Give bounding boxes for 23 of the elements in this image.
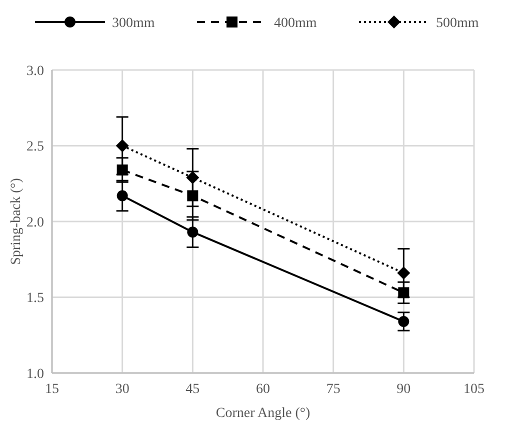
x-tick-label: 15 [45, 382, 59, 397]
x-tick-label: 75 [326, 382, 340, 397]
y-axis-title: Spring-back (°) [9, 178, 24, 265]
point [186, 171, 200, 184]
point [116, 139, 129, 152]
point [398, 316, 410, 327]
y-tick-label: 1.5 [26, 291, 44, 306]
x-axis-title: Corner Angle (°) [216, 406, 310, 421]
y-tick-label: 2.0 [26, 215, 44, 230]
y-tick-label: 1.0 [26, 366, 44, 382]
point [187, 226, 198, 238]
x-tick-label: 45 [186, 382, 200, 397]
x-tick-label: 60 [256, 382, 270, 397]
x-tick-label: 30 [115, 382, 130, 397]
legend-label: 400mm [274, 16, 317, 31]
y-tick-label: 2.5 [26, 140, 44, 155]
legend-label: 300mm [112, 16, 155, 31]
x-tick-label: 105 [464, 382, 484, 397]
y-tick-label: 3.0 [26, 64, 44, 79]
point [397, 266, 410, 280]
x-tick-label: 90 [396, 382, 411, 397]
point [116, 190, 128, 202]
legend-label: 500mm [436, 16, 479, 31]
